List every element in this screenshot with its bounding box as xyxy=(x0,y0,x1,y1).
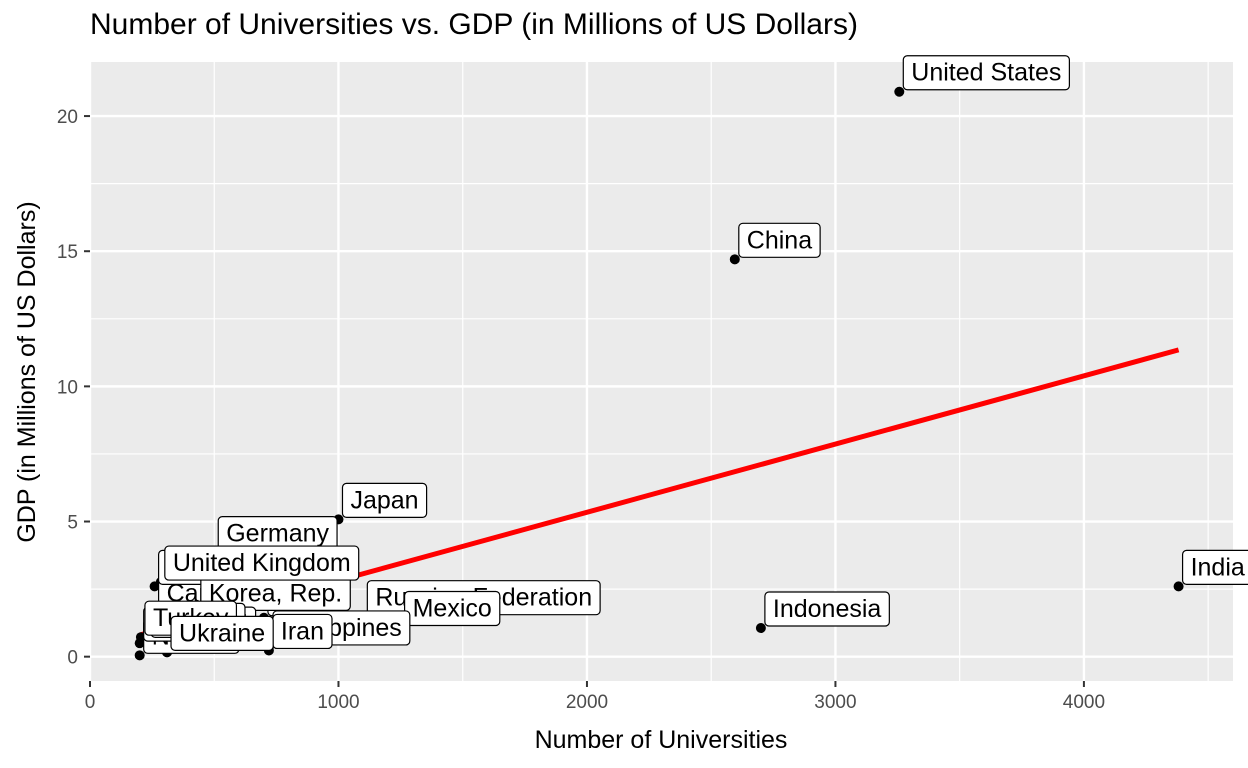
x-axis: 0 1000 2000 3000 4000 xyxy=(85,681,1105,713)
data-point xyxy=(134,638,145,649)
x-axis-title: Number of Universities xyxy=(535,726,788,754)
x-tick-label: 3000 xyxy=(814,692,856,713)
data-point xyxy=(149,581,160,592)
point-label-text: Mexico xyxy=(413,594,492,622)
x-tick-label: 0 xyxy=(85,692,96,713)
y-tick-label: 20 xyxy=(57,107,78,128)
y-axis: 0 5 10 15 20 xyxy=(57,107,90,669)
y-tick-label: 15 xyxy=(57,242,78,263)
point-label-text: Iran xyxy=(281,617,324,645)
point-label-box xyxy=(902,55,1070,91)
point-label: Korea, Rep. xyxy=(200,575,351,611)
point-label-text: China xyxy=(747,226,812,254)
point-label: Ukraine xyxy=(170,615,274,651)
point-label-box xyxy=(1181,549,1248,585)
data-point xyxy=(729,254,740,265)
point-label-box xyxy=(738,222,821,258)
point-label-box xyxy=(164,545,360,581)
point-label-text: United States xyxy=(911,59,1061,87)
x-tick-label: 2000 xyxy=(566,692,608,713)
data-point xyxy=(1173,581,1184,592)
point-label: China xyxy=(738,222,821,258)
point-label: United States xyxy=(902,55,1070,91)
point-label: Germany xyxy=(217,516,338,552)
point-label: United Kingdom xyxy=(164,545,360,581)
point-label: India xyxy=(1181,549,1248,585)
point-label-text: India xyxy=(1191,553,1245,581)
y-axis-title: GDP (in Millions of US Dollars) xyxy=(13,201,41,542)
y-tick-label: 10 xyxy=(57,377,78,398)
point-label-text: Japan xyxy=(350,486,418,514)
point-label: Indonesia xyxy=(764,591,890,627)
y-tick-label: 0 xyxy=(67,648,78,669)
data-point xyxy=(134,650,145,661)
point-label: Mexico xyxy=(403,590,501,627)
point-label-text: United Kingdom xyxy=(173,549,351,577)
point-label-box xyxy=(341,482,428,518)
point-label-text: Indonesia xyxy=(773,595,882,623)
point-label: Japan xyxy=(341,482,428,518)
y-tick-label: 5 xyxy=(67,513,78,534)
point-label: Iran xyxy=(272,613,333,650)
data-point xyxy=(894,86,905,97)
point-label-box xyxy=(403,590,501,627)
point-label-box xyxy=(764,591,890,627)
point-label-box xyxy=(170,615,274,651)
x-tick-label: 4000 xyxy=(1063,692,1105,713)
point-label-text: Ukraine xyxy=(179,619,265,647)
chart-title: Number of Universities vs. GDP (in Milli… xyxy=(90,8,858,41)
x-tick-label: 1000 xyxy=(317,692,359,713)
point-labels: Russian FederationMexicoIndonesiaChinaIn… xyxy=(143,55,1248,654)
data-point xyxy=(755,623,766,634)
point-label-text: Germany xyxy=(226,520,329,548)
